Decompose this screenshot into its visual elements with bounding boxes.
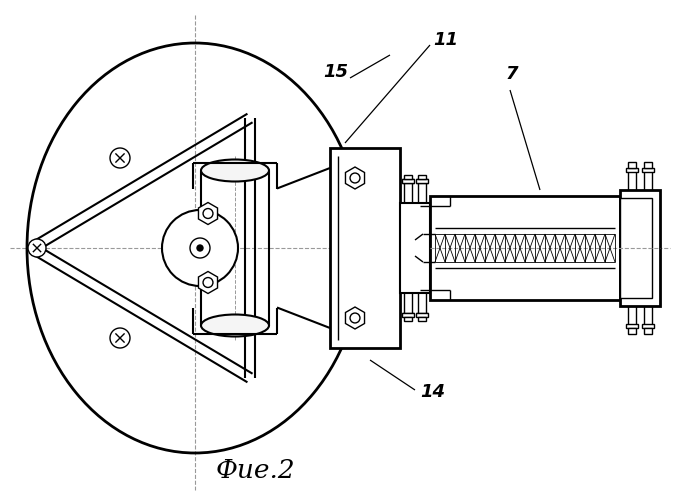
Polygon shape	[346, 167, 365, 189]
Polygon shape	[198, 202, 218, 224]
FancyBboxPatch shape	[330, 148, 400, 348]
FancyBboxPatch shape	[644, 162, 652, 168]
FancyBboxPatch shape	[644, 328, 652, 334]
FancyBboxPatch shape	[626, 168, 638, 172]
Circle shape	[197, 245, 203, 251]
FancyBboxPatch shape	[404, 317, 412, 321]
Circle shape	[28, 239, 46, 257]
FancyBboxPatch shape	[430, 196, 620, 300]
Circle shape	[203, 278, 213, 287]
Circle shape	[203, 208, 213, 218]
FancyBboxPatch shape	[402, 313, 414, 317]
Text: 14: 14	[420, 383, 445, 401]
Text: Фие.2: Фие.2	[216, 458, 295, 482]
Circle shape	[190, 238, 210, 258]
FancyBboxPatch shape	[628, 162, 636, 168]
FancyBboxPatch shape	[400, 203, 430, 293]
FancyBboxPatch shape	[404, 175, 412, 179]
Polygon shape	[198, 272, 218, 293]
Circle shape	[110, 148, 130, 168]
Circle shape	[350, 173, 360, 183]
Circle shape	[350, 313, 360, 323]
FancyBboxPatch shape	[418, 175, 426, 179]
Ellipse shape	[201, 160, 269, 182]
FancyBboxPatch shape	[626, 324, 638, 328]
Text: 15: 15	[323, 63, 348, 81]
FancyBboxPatch shape	[642, 324, 654, 328]
Circle shape	[110, 328, 130, 348]
FancyBboxPatch shape	[402, 179, 414, 183]
FancyBboxPatch shape	[620, 198, 652, 298]
FancyBboxPatch shape	[416, 313, 428, 317]
Circle shape	[162, 210, 238, 286]
FancyBboxPatch shape	[416, 179, 428, 183]
FancyBboxPatch shape	[642, 168, 654, 172]
Ellipse shape	[201, 314, 269, 336]
FancyBboxPatch shape	[620, 190, 660, 306]
Text: 7: 7	[506, 65, 518, 83]
FancyBboxPatch shape	[628, 328, 636, 334]
Polygon shape	[346, 307, 365, 329]
FancyBboxPatch shape	[418, 317, 426, 321]
Text: 11: 11	[433, 31, 458, 49]
